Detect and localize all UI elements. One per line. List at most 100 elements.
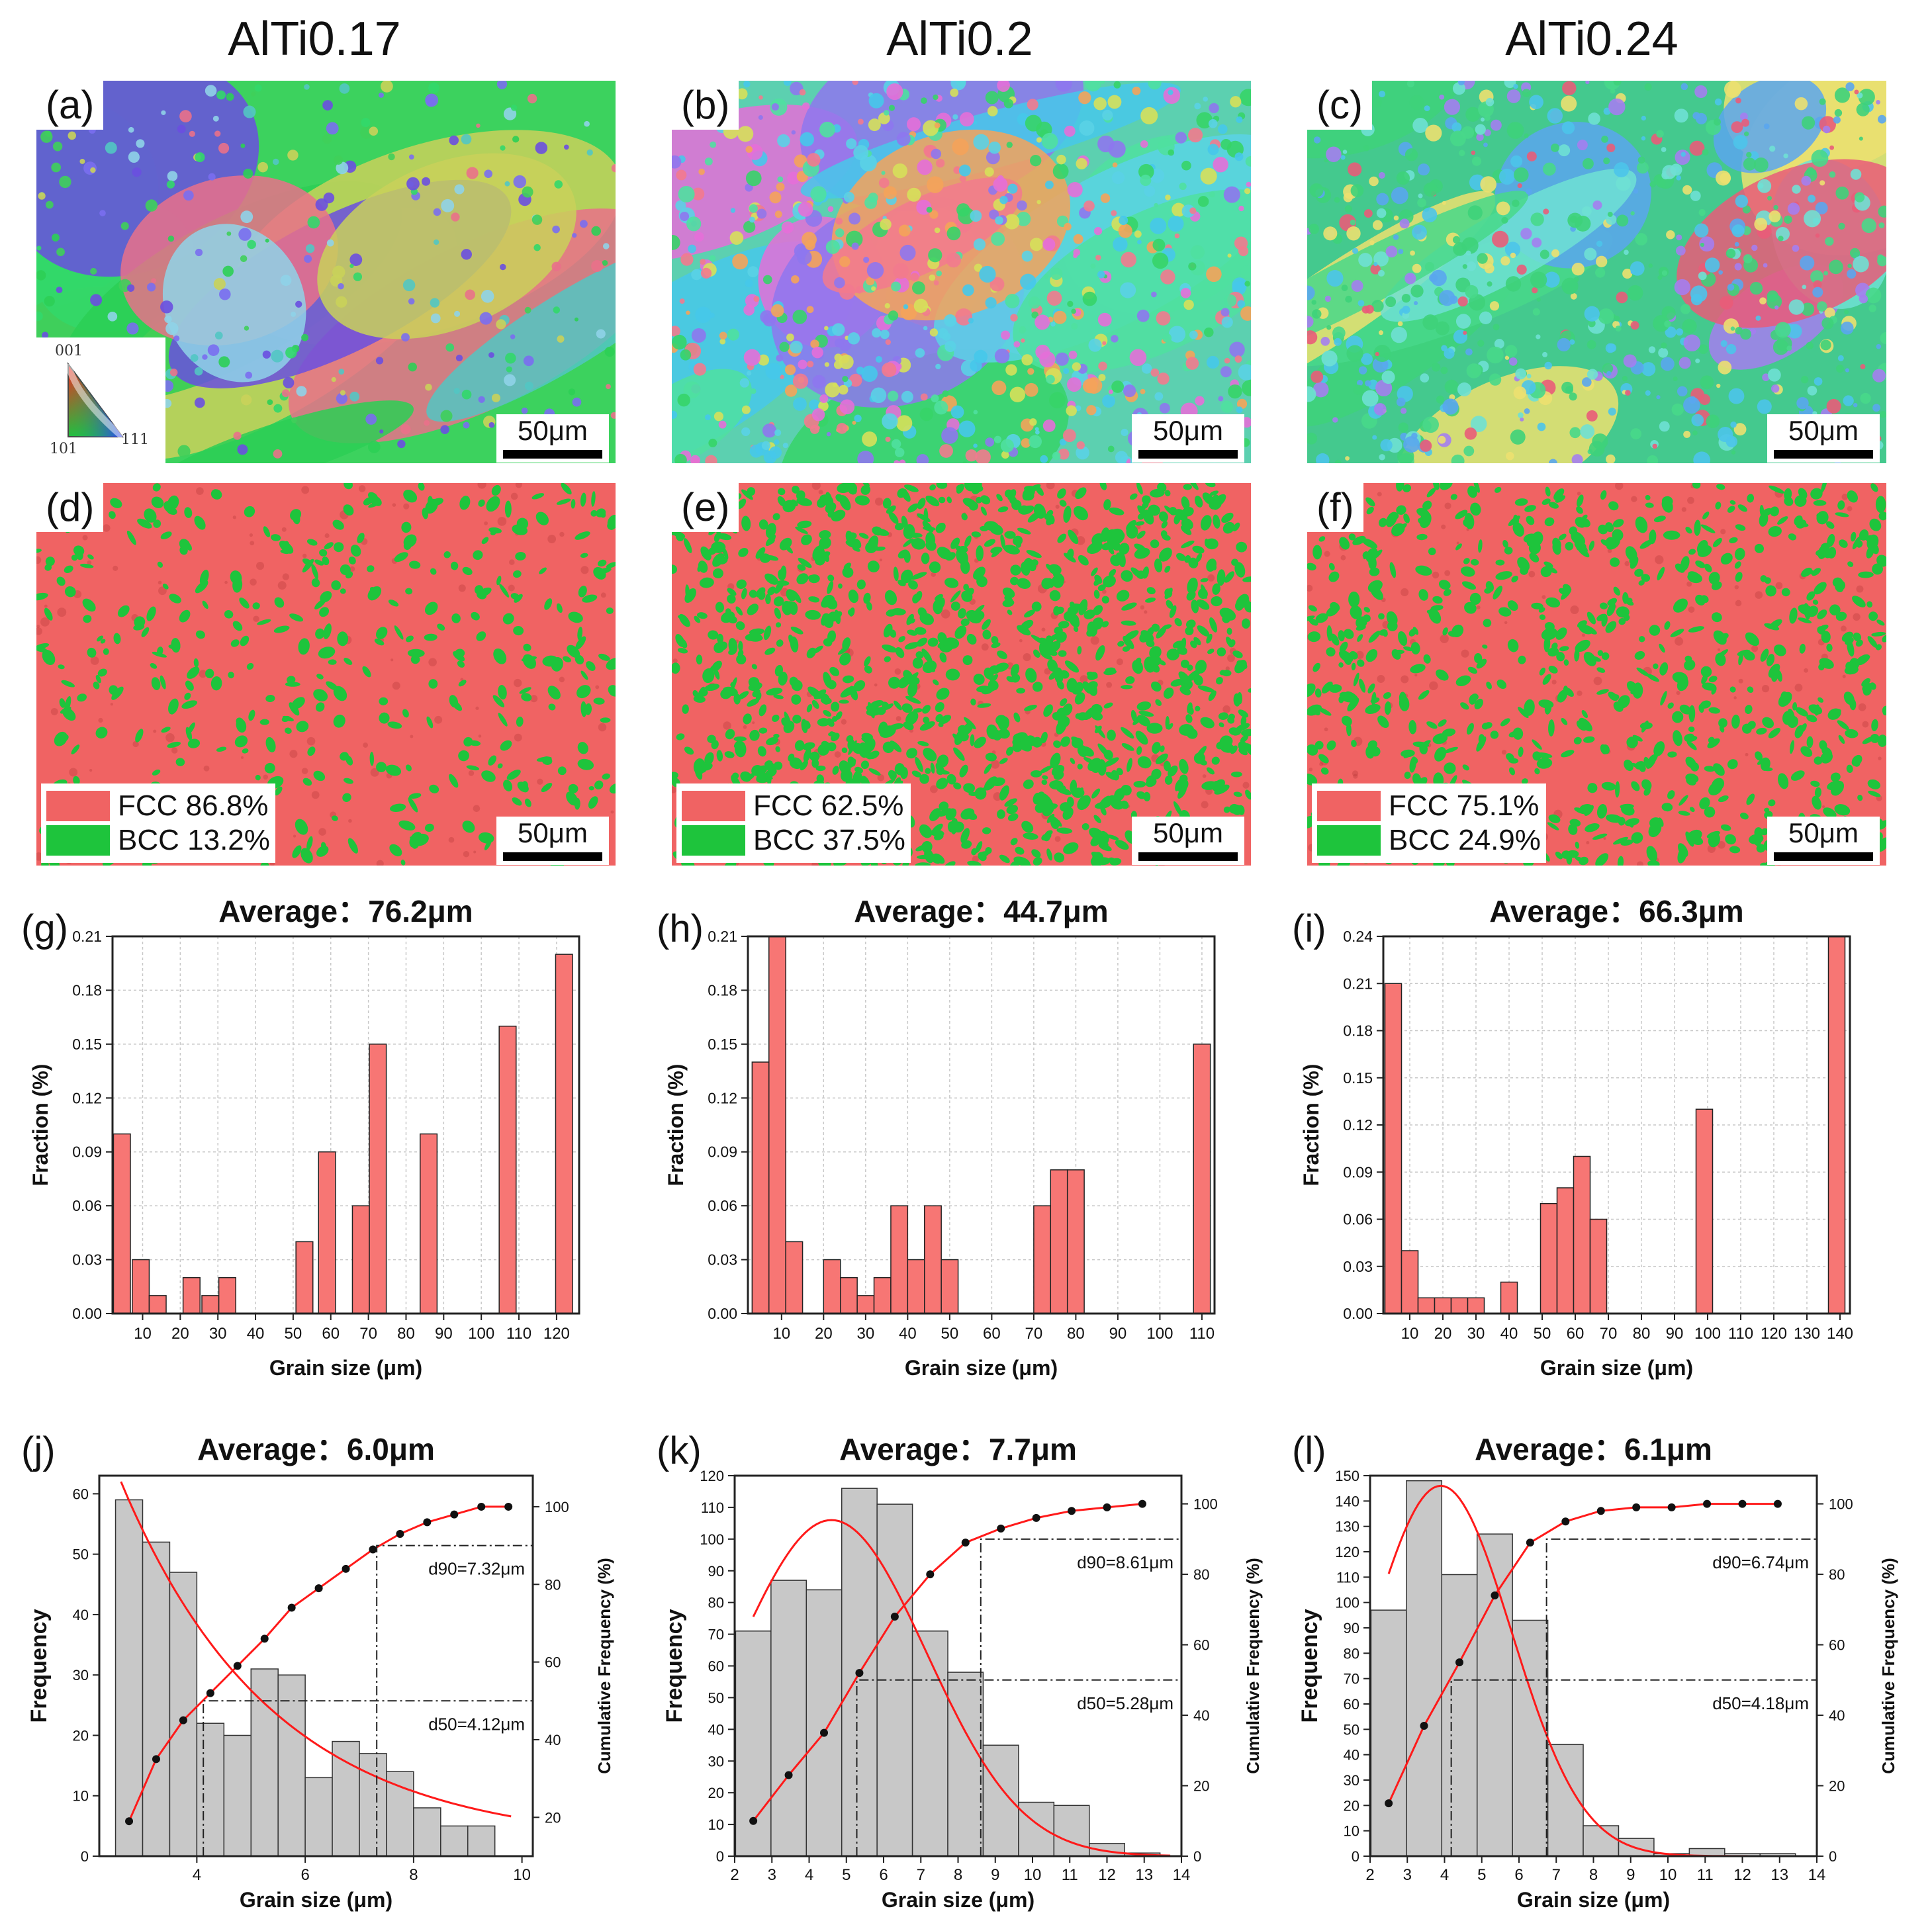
bcc-grain: [749, 590, 757, 598]
bcc-grain: [1356, 616, 1367, 629]
grain: [1376, 208, 1387, 218]
bcc-grain: [1164, 490, 1171, 497]
grain: [243, 105, 256, 118]
bcc-grain: [677, 615, 687, 620]
grain: [737, 126, 754, 142]
grain: [1466, 261, 1477, 271]
grain: [1064, 222, 1072, 231]
grain: [1420, 439, 1432, 452]
bcc-grain: [1872, 563, 1883, 575]
bcc-grain: [1817, 609, 1827, 619]
grain: [1575, 215, 1591, 232]
bcc-grain: [1396, 483, 1404, 492]
grain: [1046, 291, 1062, 306]
y-tick-label: 0.21: [1343, 975, 1373, 992]
bcc-grain: [1063, 842, 1079, 854]
bcc-grain: [1663, 530, 1680, 540]
bcc-grain: [1819, 740, 1827, 750]
grain: [553, 306, 561, 314]
grain: [883, 186, 897, 200]
bcc-grain: [725, 729, 735, 740]
x-tick-label: 11: [1062, 1866, 1078, 1884]
bcc-grain: [1532, 739, 1542, 750]
bcc-grain: [962, 498, 978, 508]
bcc-grain: [577, 627, 583, 641]
bcc-grain: [319, 607, 330, 617]
bcc-grain: [929, 484, 937, 491]
grain: [762, 424, 777, 438]
grain: [857, 451, 874, 463]
bcc-grain: [747, 604, 759, 615]
grain: [476, 123, 481, 128]
x-tick-label: 40: [247, 1325, 265, 1343]
bcc-grain: [1136, 530, 1146, 539]
bcc-grain: [1548, 666, 1558, 674]
grain: [709, 312, 715, 318]
bcc-grain: [1127, 758, 1132, 772]
grain: [1571, 454, 1583, 463]
grain: [1100, 81, 1105, 84]
grain: [195, 152, 205, 163]
grain: [1107, 445, 1115, 453]
grain: [833, 360, 843, 369]
bcc-grain: [1563, 659, 1569, 666]
bcc-grain: [1408, 720, 1417, 735]
grain: [1358, 253, 1373, 267]
bcc-grain: [1660, 691, 1667, 706]
bcc-grain: [867, 560, 880, 572]
bcc-grain: [1581, 514, 1588, 520]
bcc-grain: [1686, 740, 1697, 750]
bcc-grain: [1344, 654, 1352, 665]
bcc-grain: [1121, 684, 1133, 690]
cumulative-point: [1632, 1503, 1641, 1511]
bcc-grain: [1326, 625, 1332, 642]
grain: [40, 130, 53, 143]
bcc-grain: [1367, 580, 1383, 593]
y-tick-label: 50: [73, 1546, 89, 1563]
grain: [1792, 185, 1801, 194]
matrix-texture: [232, 515, 236, 519]
bcc-grain: [476, 631, 486, 641]
grain: [466, 167, 479, 179]
grain: [397, 439, 406, 449]
grain: [1504, 345, 1518, 357]
fcc-fraction: FCC 75.1%: [1389, 789, 1540, 822]
matrix-texture: [497, 517, 507, 526]
bcc-grain: [162, 583, 169, 590]
bcc-grain: [1547, 822, 1559, 830]
bcc-grain: [808, 596, 820, 603]
grain: [1602, 363, 1614, 374]
grain: [1174, 233, 1180, 239]
bcc-grain: [1868, 790, 1881, 797]
bcc-grain: [1636, 667, 1650, 677]
bcc-grain: [1756, 844, 1766, 853]
bcc-grain: [767, 586, 776, 596]
bcc-grain: [1697, 545, 1712, 557]
grain: [920, 393, 928, 401]
grain: [1463, 330, 1467, 335]
histogram-bar: [890, 1205, 909, 1314]
bcc-grain: [1735, 572, 1743, 582]
matrix-texture: [1140, 605, 1145, 610]
grain: [672, 155, 682, 169]
grain: [1391, 326, 1407, 343]
bcc-grain: [784, 711, 792, 727]
x-tick-label: 30: [209, 1325, 227, 1343]
bcc-grain: [1136, 746, 1142, 755]
grain: [251, 91, 256, 97]
bcc-grain: [1708, 707, 1720, 714]
bcc-grain: [1428, 608, 1442, 624]
grain: [989, 209, 999, 220]
matrix-texture: [203, 765, 210, 772]
bcc-grain: [823, 709, 832, 717]
panel-label: (a): [36, 81, 104, 130]
bcc-grain: [1862, 737, 1874, 744]
matrix-texture: [110, 703, 113, 706]
bcc-grain: [376, 627, 388, 639]
grain: [1378, 269, 1385, 277]
grain: [160, 300, 173, 314]
bcc-grain: [724, 751, 735, 758]
grain-domain: [148, 400, 414, 463]
grain: [1120, 282, 1136, 298]
grain: [962, 461, 967, 463]
